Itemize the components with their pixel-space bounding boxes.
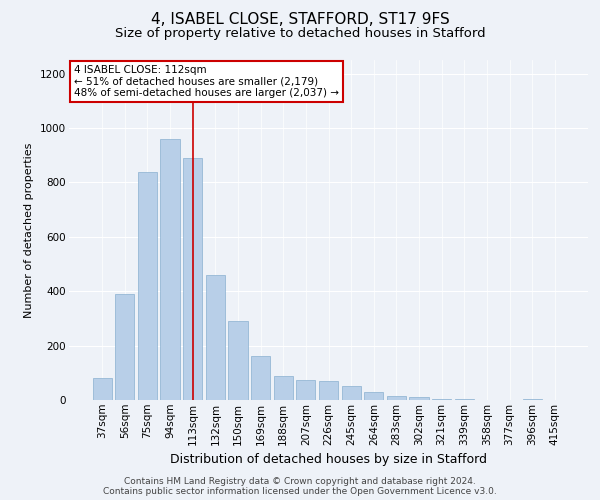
Bar [387,396,406,400]
Bar [229,321,248,400]
Bar [115,294,134,400]
Bar [251,356,270,400]
Bar [319,381,338,400]
Bar [432,398,451,400]
Bar [296,380,316,400]
Text: Contains HM Land Registry data © Crown copyright and database right 2024.
Contai: Contains HM Land Registry data © Crown c… [103,476,497,496]
X-axis label: Distribution of detached houses by size in Stafford: Distribution of detached houses by size … [170,453,487,466]
Y-axis label: Number of detached properties: Number of detached properties [25,142,34,318]
Bar [160,139,180,400]
Bar [274,376,293,400]
Text: 4, ISABEL CLOSE, STAFFORD, ST17 9FS: 4, ISABEL CLOSE, STAFFORD, ST17 9FS [151,12,449,28]
Bar [206,275,225,400]
Text: 4 ISABEL CLOSE: 112sqm
← 51% of detached houses are smaller (2,179)
48% of semi-: 4 ISABEL CLOSE: 112sqm ← 51% of detached… [74,65,339,98]
Bar [92,378,112,400]
Text: Size of property relative to detached houses in Stafford: Size of property relative to detached ho… [115,28,485,40]
Bar [364,392,383,400]
Bar [341,386,361,400]
Bar [409,398,428,400]
Bar [138,172,157,400]
Bar [183,158,202,400]
